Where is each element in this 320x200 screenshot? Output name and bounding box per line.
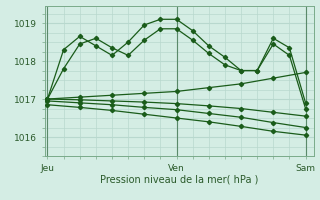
X-axis label: Pression niveau de la mer( hPa ): Pression niveau de la mer( hPa ) xyxy=(100,174,258,184)
